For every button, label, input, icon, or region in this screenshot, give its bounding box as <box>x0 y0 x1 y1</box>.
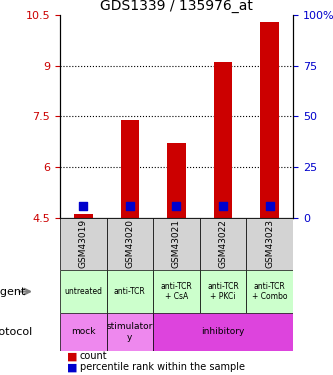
Point <box>267 202 272 208</box>
FancyBboxPatch shape <box>246 270 293 313</box>
Point <box>220 202 226 208</box>
Text: GSM43022: GSM43022 <box>218 219 228 268</box>
Bar <box>260 22 279 217</box>
FancyBboxPatch shape <box>107 313 153 351</box>
Text: ■: ■ <box>67 363 77 372</box>
Text: agent: agent <box>0 286 26 297</box>
Text: count: count <box>80 351 108 361</box>
Point <box>174 202 179 208</box>
FancyBboxPatch shape <box>200 217 246 270</box>
FancyBboxPatch shape <box>107 270 153 313</box>
Text: GSM43023: GSM43023 <box>265 219 274 268</box>
Point <box>81 202 86 208</box>
FancyBboxPatch shape <box>246 217 293 270</box>
Bar <box>214 62 232 217</box>
Text: untreated: untreated <box>64 287 102 296</box>
Bar <box>167 143 186 218</box>
Bar <box>74 214 93 217</box>
FancyBboxPatch shape <box>60 313 107 351</box>
FancyBboxPatch shape <box>60 217 107 270</box>
Text: GSM43020: GSM43020 <box>125 219 135 268</box>
Text: protocol: protocol <box>0 327 33 337</box>
Bar <box>121 120 139 218</box>
Point <box>127 202 133 208</box>
FancyBboxPatch shape <box>153 270 200 313</box>
FancyBboxPatch shape <box>153 217 200 270</box>
Text: anti-TCR
+ CsA: anti-TCR + CsA <box>161 282 192 301</box>
Text: ■: ■ <box>67 351 77 361</box>
Text: percentile rank within the sample: percentile rank within the sample <box>80 363 245 372</box>
Text: mock: mock <box>71 327 96 336</box>
Text: GSM43021: GSM43021 <box>172 219 181 268</box>
FancyBboxPatch shape <box>60 270 107 313</box>
Text: anti-TCR
+ PKCi: anti-TCR + PKCi <box>207 282 239 301</box>
Title: GDS1339 / 135976_at: GDS1339 / 135976_at <box>100 0 253 13</box>
Text: anti-TCR
+ Combo: anti-TCR + Combo <box>252 282 287 301</box>
FancyBboxPatch shape <box>200 270 246 313</box>
Text: GSM43019: GSM43019 <box>79 219 88 268</box>
Text: stimulator
y: stimulator y <box>107 322 153 342</box>
Text: anti-TCR: anti-TCR <box>114 287 146 296</box>
FancyBboxPatch shape <box>153 313 293 351</box>
FancyBboxPatch shape <box>107 217 153 270</box>
Text: inhibitory: inhibitory <box>201 327 245 336</box>
